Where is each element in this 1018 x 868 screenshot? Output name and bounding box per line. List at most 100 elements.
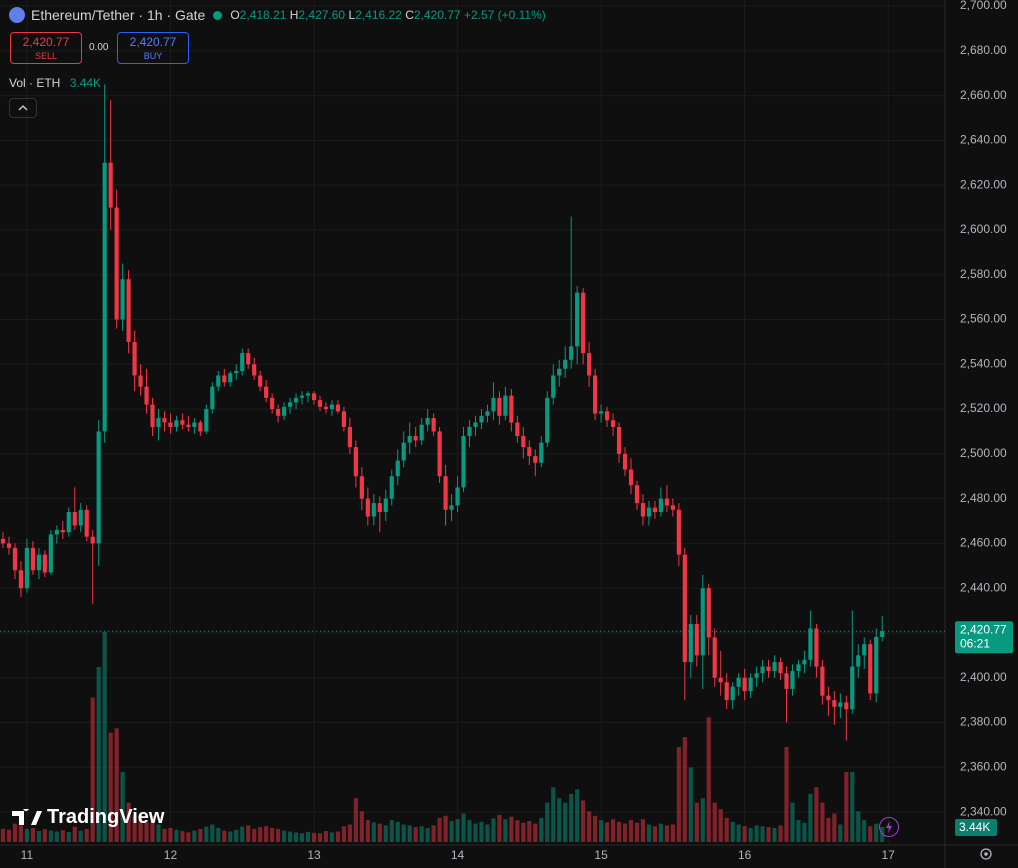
alert-icon[interactable] [879, 817, 899, 837]
volume-bar [120, 772, 125, 842]
candle-body [186, 424, 191, 427]
candle-body [126, 279, 131, 342]
spread: 0.00 [89, 42, 109, 53]
volume-bar [216, 828, 221, 842]
candle-body [742, 677, 747, 692]
candle-body [844, 702, 849, 710]
volume-bar [90, 697, 95, 842]
volume-bar [305, 831, 311, 842]
candle-body [299, 395, 305, 398]
candle-body [868, 644, 873, 694]
sell-label: SELL [34, 51, 58, 61]
candle-body [293, 397, 299, 403]
volume-bar [868, 826, 873, 842]
volume-bar [431, 825, 436, 842]
volume-bar [240, 826, 245, 842]
ohlc-value: 2,427.60 [298, 8, 346, 22]
volume-bar [144, 822, 149, 842]
volume-bar [419, 826, 424, 842]
collapse-button[interactable] [9, 98, 37, 118]
volume-legend-label: Vol · ETH [9, 76, 61, 90]
candle-body [371, 503, 376, 517]
volume-bar [724, 817, 729, 842]
candle-body [329, 404, 335, 410]
candle-body [587, 353, 592, 376]
candle-body [353, 447, 358, 477]
settings-icon[interactable] [977, 845, 995, 863]
volume-bar [443, 815, 448, 842]
candle-body [90, 536, 95, 544]
volume-bar [557, 798, 562, 842]
volume-bar [485, 824, 490, 842]
candle-body [282, 406, 287, 416]
candle-body [0, 538, 6, 544]
volume-bar [407, 825, 412, 842]
candle-body [467, 426, 472, 436]
sell-button[interactable]: 2,420.77 SELL [10, 32, 82, 64]
volume-bar [377, 823, 382, 842]
candle-body [24, 547, 30, 589]
candle-body [228, 373, 233, 383]
y-tick-label: 2,400.00 [960, 670, 1007, 684]
bolt [886, 821, 892, 833]
ohlc-key: O [230, 8, 240, 22]
y-tick-label: 2,660.00 [960, 88, 1007, 102]
coin-icon [9, 7, 25, 23]
candle-body [222, 375, 227, 383]
candle-body [814, 628, 819, 667]
volume-bar [598, 820, 604, 842]
y-tick-label: 2,560.00 [960, 312, 1007, 326]
ohlc-key: H [289, 8, 299, 22]
volume-bar [467, 820, 472, 842]
candle-body [616, 426, 622, 454]
volume-bar [832, 813, 837, 842]
symbol-title[interactable]: Ethereum/Tether · 1h · Gate [31, 7, 206, 23]
sell-price: 2,420.77 [22, 35, 70, 49]
volume-bar [706, 717, 711, 842]
volume-bar [365, 820, 370, 842]
candle-body [138, 375, 143, 387]
volume-bar [449, 821, 454, 842]
candle-body [748, 677, 753, 692]
volume-bar [587, 811, 592, 842]
volume-bar [569, 793, 574, 842]
volume-bar [282, 830, 287, 842]
volume-bar [234, 829, 239, 842]
volume-bar [814, 787, 819, 842]
volume-bar [48, 830, 53, 842]
volume-bar [838, 824, 843, 842]
volume-bar [395, 821, 400, 842]
volume-bar [180, 831, 185, 842]
candle-body [521, 435, 526, 448]
y-tick-label: 2,640.00 [960, 133, 1007, 147]
last-price-box [955, 621, 1013, 654]
volume-bar [96, 667, 101, 842]
candle-body [156, 418, 161, 427]
candle-body [258, 375, 263, 387]
volume-bar [634, 822, 640, 842]
candle-body [545, 397, 550, 443]
candle-body [874, 636, 879, 694]
volume-bar [646, 824, 652, 842]
candle-body [640, 503, 646, 517]
volume-bar [473, 823, 478, 842]
buy-price: 2,420.77 [129, 35, 177, 49]
candle-body [646, 507, 652, 517]
volume-bar [616, 821, 622, 842]
candle-body [604, 411, 610, 421]
volume-bar [84, 828, 89, 842]
candle-body [688, 624, 693, 663]
volume-bar [210, 824, 215, 842]
candle-body [503, 395, 508, 416]
ohlc-key: L [348, 8, 356, 22]
buy-button[interactable]: 2,420.77 BUY [117, 32, 189, 64]
candle-body [335, 404, 341, 412]
volume-bar [862, 820, 867, 842]
watermark-text: TradingView [47, 806, 165, 828]
volume-bar [192, 830, 197, 842]
candle-body [102, 162, 107, 432]
volume-bar [539, 817, 544, 842]
volume-bar [353, 798, 358, 842]
candle-body [497, 397, 502, 416]
volume-bar [413, 827, 418, 842]
